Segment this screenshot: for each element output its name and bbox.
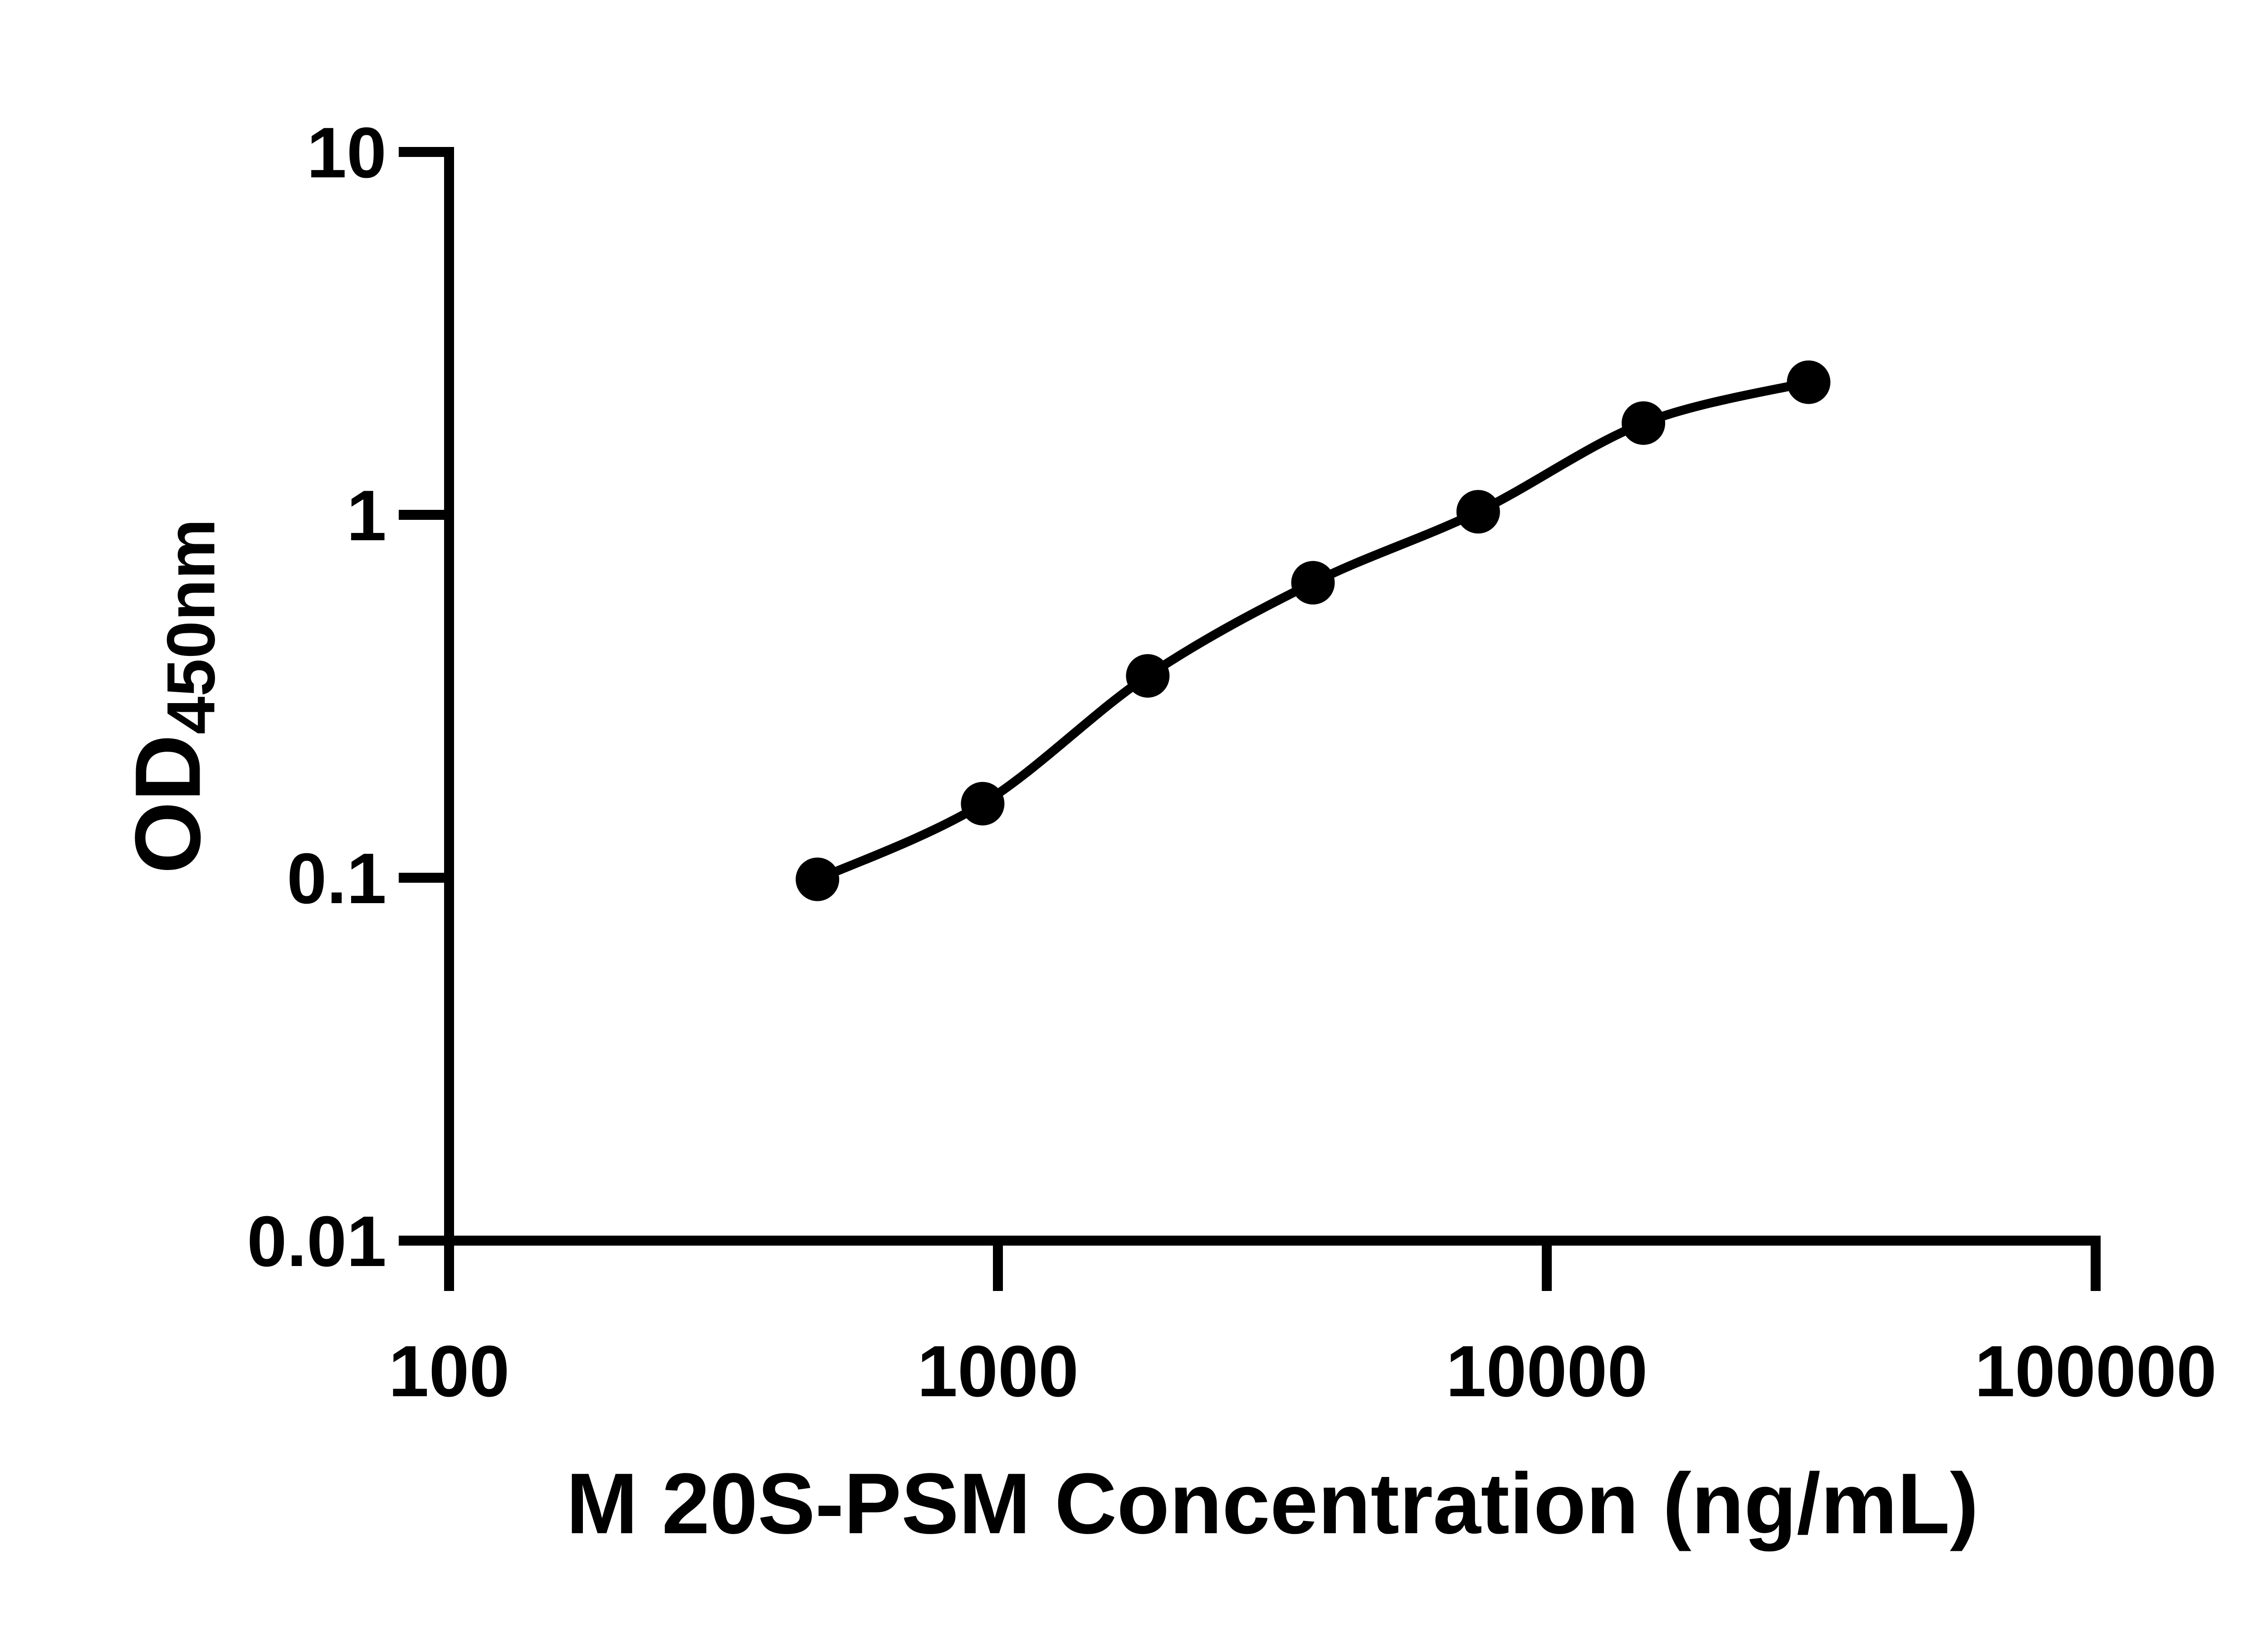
data-point [1787,360,1831,404]
x-tick-label: 1000 [917,1330,1079,1412]
x-tick-label: 10000 [1446,1330,1648,1412]
x-axis-title: M 20S-PSM Concentration (ng/mL) [566,1456,1979,1552]
data-point [1291,561,1335,605]
data-point [1456,490,1500,534]
y-tick-label: 10 [307,113,386,193]
y-tick-label: 1 [347,476,386,556]
y-axis-title-main: OD [116,734,220,874]
y-axis-title-subscript: 450nm [152,518,229,734]
data-point [1622,401,1666,445]
y-tick-label: 0.01 [247,1202,386,1281]
y-axis-title: OD450nm [116,519,229,874]
y-tick-label: 0.1 [287,839,386,919]
data-point [796,857,840,901]
data-point [1126,654,1170,698]
x-tick-label: 100 [389,1330,510,1412]
data-point [961,782,1005,826]
x-tick-label: 100000 [1975,1330,2217,1412]
